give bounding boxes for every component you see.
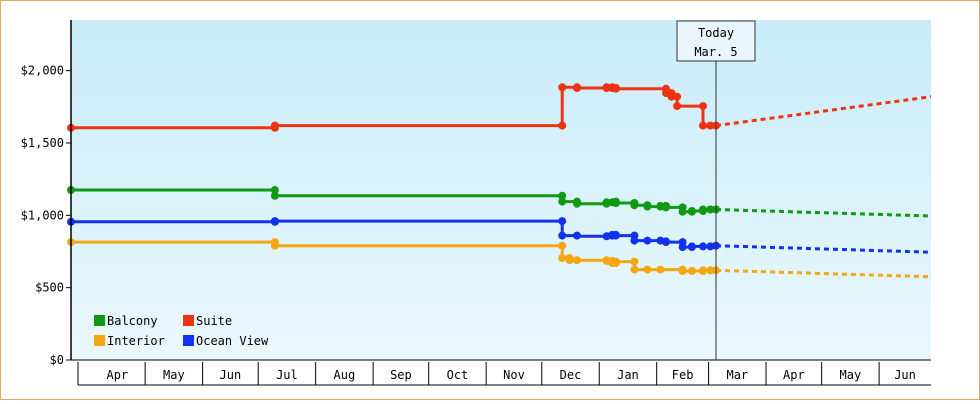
x-tick-label: Aug: [334, 368, 356, 382]
x-tick-label: Jul: [276, 368, 298, 382]
x-tick-label: Apr: [783, 368, 805, 382]
legend-swatch: [94, 335, 105, 346]
data-point-balcony: [270, 186, 279, 194]
data-point-ocean-view: [558, 231, 567, 240]
data-point-ocean-view: [558, 217, 567, 226]
data-point-ocean-view: [643, 236, 652, 245]
today-label-box: [676, 20, 756, 62]
data-point-interior: [643, 265, 652, 274]
x-tick-label: Nov: [503, 368, 525, 382]
data-point-interior: [558, 254, 567, 262]
data-point-suite: [558, 121, 567, 130]
data-point-balcony: [573, 199, 581, 208]
x-tick-label: Jun: [220, 368, 242, 382]
data-point-suite: [558, 83, 567, 92]
data-point-interior: [270, 241, 279, 250]
data-point-suite: [270, 121, 279, 130]
legend-label: Interior: [107, 334, 165, 348]
axis-layer: $0 $500 $1,000 $1,500 $2,000 Apr May Jun Jul Aug S…: [21, 20, 931, 386]
data-point-balcony: [699, 205, 707, 214]
data-point-ocean-view: [270, 217, 279, 226]
data-point-suite: [699, 121, 707, 130]
data-point-ocean-view: [573, 231, 581, 240]
x-tick-label: May: [840, 368, 862, 382]
data-point-balcony: [270, 191, 279, 200]
y-tick-label: $1,000: [21, 208, 64, 222]
today-marker: Today Mar. 5: [676, 20, 756, 360]
legend-swatch: [94, 315, 105, 326]
x-tick-label: Jun: [894, 368, 916, 382]
today-label: Today: [698, 26, 734, 40]
data-point-balcony: [643, 202, 652, 211]
data-point-suite: [673, 102, 682, 111]
data-point-interior: [706, 266, 715, 275]
data-point-balcony: [602, 198, 611, 207]
today-date-label: Mar. 5: [694, 45, 737, 59]
legend: Balcony Suite Interior Ocean View: [94, 314, 269, 348]
y-tick-label: $2,000: [21, 64, 64, 78]
data-point-ocean-view: [630, 236, 639, 245]
y-tick-label: $0: [50, 353, 64, 367]
legend-label: Ocean View: [196, 334, 269, 348]
data-point-ocean-view: [699, 242, 707, 251]
x-tick-label: Feb: [672, 368, 694, 382]
data-point-balcony: [678, 207, 687, 216]
data-point-interior: [611, 257, 620, 266]
data-point-balcony: [611, 199, 620, 207]
data-point-balcony: [687, 207, 696, 215]
data-point-balcony: [706, 205, 715, 214]
x-tick-label: Dec: [560, 368, 582, 382]
data-point-suite: [611, 84, 620, 93]
x-tick-label: Oct: [447, 368, 469, 382]
data-point-interior: [630, 257, 639, 266]
data-point-interior: [573, 256, 581, 265]
x-tick-label: Sep: [390, 368, 412, 382]
data-point-suite: [667, 92, 676, 101]
data-point-suite: [706, 121, 715, 130]
x-tick-label: Jan: [617, 368, 639, 382]
marker-layer: [67, 83, 720, 275]
data-point-interior: [678, 267, 687, 275]
legend-swatch: [183, 315, 194, 326]
data-point-balcony: [558, 197, 567, 206]
data-point-suite: [673, 92, 682, 101]
data-point-interior: [687, 267, 696, 275]
data-point-interior: [558, 241, 567, 250]
data-point-suite: [573, 84, 581, 92]
data-point-interior: [630, 265, 639, 274]
x-tick-label: Apr: [106, 368, 128, 382]
data-point-ocean-view: [611, 231, 620, 240]
x-tick-label: May: [163, 368, 185, 382]
data-point-ocean-view: [662, 238, 670, 247]
data-point-ocean-view: [687, 242, 696, 251]
legend-label: Suite: [196, 314, 232, 328]
data-point-interior: [656, 265, 665, 274]
data-point-interior: [699, 266, 707, 275]
data-point-balcony: [558, 191, 567, 200]
legend-swatch: [183, 335, 194, 346]
data-point-balcony: [630, 201, 639, 210]
x-tick-label: Mar: [726, 368, 748, 382]
data-point-suite: [699, 102, 707, 111]
legend-label: Balcony: [107, 314, 158, 328]
y-tick-label: $1,500: [21, 136, 64, 150]
forecast-line-suite: [715, 95, 932, 128]
data-point-ocean-view: [678, 243, 687, 252]
data-point-interior: [565, 256, 574, 265]
y-tick-label: $500: [35, 281, 64, 295]
data-point-balcony: [662, 203, 670, 212]
